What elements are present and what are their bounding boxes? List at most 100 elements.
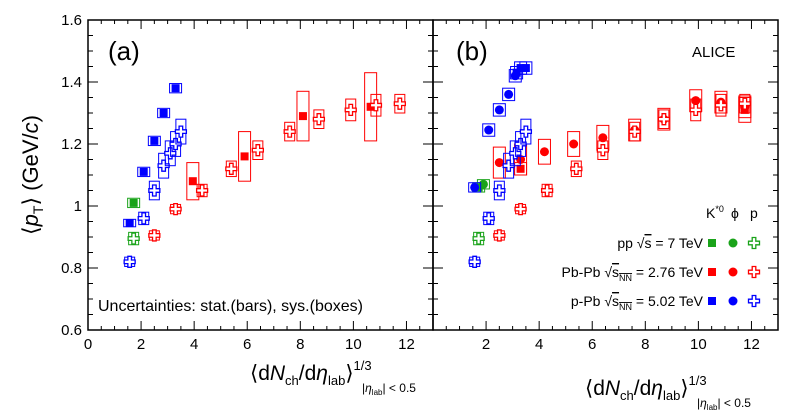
panel-a-marks <box>123 72 406 268</box>
point-pb-pb-p <box>714 99 728 112</box>
point-pb-pb-phi <box>539 147 549 157</box>
y-tick-label: 1 <box>74 198 82 215</box>
point-p-pb-k-0 <box>521 64 530 73</box>
point-pb-pb-p <box>225 162 238 175</box>
point-p-pb-k-0-sys-box <box>147 135 161 147</box>
point-p-pb-p <box>468 255 481 268</box>
point-pb-pb-p <box>344 103 357 117</box>
x-tick-label: 4 <box>535 336 543 353</box>
legend-marker-square <box>708 297 716 305</box>
point-p-pb-k-0 <box>159 109 168 117</box>
legend-marker-cross <box>747 294 761 308</box>
point-p-pb-p <box>137 212 150 225</box>
panel-b-y-ticks <box>433 19 778 331</box>
legend-marker-circle <box>728 238 738 248</box>
panel-b-frame <box>432 19 779 331</box>
point-pb-pb-phi-sys-box <box>567 131 581 157</box>
point-pp-p <box>472 232 485 245</box>
panel-b-x-ticks: 2 4 6 8 10 12 <box>432 20 766 353</box>
point-p-pb-p <box>123 255 136 268</box>
point-pp-k-0 <box>129 198 138 207</box>
panel-b: 2 4 6 8 10 12 (b) ALICE <box>432 19 779 353</box>
point-pb-pb-p <box>169 202 182 216</box>
point-pb-pb-p <box>570 162 583 175</box>
point-p-pb-phi-sys-box <box>502 87 516 102</box>
point-p-pb-k-0 <box>171 84 180 93</box>
point-p-pb-phi <box>470 182 480 192</box>
x-tick-label: 2 <box>482 336 490 353</box>
point-pb-pb-phi <box>691 96 701 106</box>
legend-header-p: p <box>750 205 758 221</box>
point-p-pb-k-0 <box>125 219 134 228</box>
point-p-pb-p <box>174 125 188 138</box>
point-p-pb-phi <box>484 125 494 135</box>
point-p-pb-phi-sys-box <box>482 123 496 137</box>
x-tick-label: 10 <box>690 336 707 353</box>
y-tick-label: 1.6 <box>61 12 82 29</box>
legend-label-ppb: p-Pb √sNN = 5.02 TeV <box>571 293 704 312</box>
point-pb-pb-phi-sys-box <box>738 95 752 119</box>
legend-marker-circle <box>728 296 738 306</box>
point-p-pb-phi-sys-box <box>492 103 506 117</box>
panel-a-y-ticks: 0.6 0.8 1 1.2 1.4 1.6 <box>61 12 433 339</box>
legend-label-pbpb: Pb-Pb √sNN = 2.76 TeV <box>562 264 704 283</box>
y-tick-label: 1.2 <box>61 136 82 153</box>
legend-marker-square <box>708 268 716 276</box>
point-p-pb-p <box>493 184 506 197</box>
panel-b-annotation: ALICE <box>692 44 735 61</box>
point-pb-pb-phi-sys-box <box>714 90 728 114</box>
x-tick-label: 6 <box>243 336 251 353</box>
panel-b-marks <box>468 61 752 268</box>
point-p-pb-p <box>148 184 161 197</box>
point-pb-pb-k-0 <box>188 177 197 186</box>
point-p-pb-p <box>519 125 533 138</box>
point-pb-pb-phi-sys-box <box>492 146 506 179</box>
point-p-pb-k-0-sys-box <box>519 61 533 75</box>
panel-a-annotation: Uncertainties: stat.(bars), sys.(boxes) <box>98 298 363 315</box>
legend-marker-cross <box>747 236 761 250</box>
point-pb-pb-p <box>195 184 209 197</box>
x-axis-title-a: ⟨dNch/dηlab⟩1/3 <box>250 358 372 388</box>
x-tick-label: 12 <box>398 336 415 353</box>
point-pb-pb-p <box>493 229 506 242</box>
point-pb-pb-p <box>393 97 406 110</box>
point-pb-pb-p <box>312 113 326 126</box>
point-pb-pb-p <box>514 202 527 216</box>
point-pp-phi <box>478 179 488 189</box>
point-p-pb-k-0-sys-box <box>137 166 151 178</box>
panel-a-x-ticks: 0 2 4 6 8 10 12 <box>84 20 421 353</box>
point-pb-pb-p <box>251 144 264 157</box>
x-axis-limits-b: |ηlab| < 0.5 <box>697 396 751 412</box>
legend: K*0 ϕ p pp √s = 7 TeV Pb-Pb √sNN = 2.76 … <box>562 204 761 312</box>
y-tick-label: 0.8 <box>61 260 82 277</box>
point-pb-pb-k-0-sys-box <box>296 90 310 142</box>
point-pb-pb-k-0-sys-box <box>186 162 200 201</box>
x-tick-label: 8 <box>641 336 649 353</box>
point-pp-p <box>127 232 140 245</box>
point-pb-pb-p <box>540 184 554 197</box>
legend-marker-cross <box>747 265 761 279</box>
x-axis-limits-a: |ηlab| < 0.5 <box>362 381 416 397</box>
legend-header-k: K*0 <box>706 204 724 221</box>
point-pb-pb-phi-sys-box <box>537 138 551 165</box>
point-pb-pb-p <box>283 125 296 138</box>
x-tick-label: 4 <box>190 336 198 353</box>
point-pb-pb-p <box>148 229 161 242</box>
point-p-pb-p <box>482 212 495 225</box>
point-p-pb-k-0-sys-box <box>157 107 171 119</box>
legend-header-phi: ϕ <box>731 205 739 221</box>
x-tick-label: 12 <box>743 336 760 353</box>
x-tick-label: 0 <box>84 336 92 353</box>
legend-markers <box>708 236 761 308</box>
panel-a-label: (a) <box>108 36 140 66</box>
point-p-pb-phi-sys-box <box>468 182 482 193</box>
point-pb-pb-p <box>738 97 751 110</box>
x-tick-label: 10 <box>345 336 362 353</box>
legend-marker-square <box>708 239 716 247</box>
point-p-pb-k-0-sys-box <box>169 83 183 94</box>
point-p-pb-k-0 <box>150 136 159 145</box>
point-p-pb-k-0 <box>139 167 148 176</box>
point-pb-pb-k-0 <box>516 164 525 173</box>
point-p-pb-phi-sys-box <box>508 69 522 83</box>
